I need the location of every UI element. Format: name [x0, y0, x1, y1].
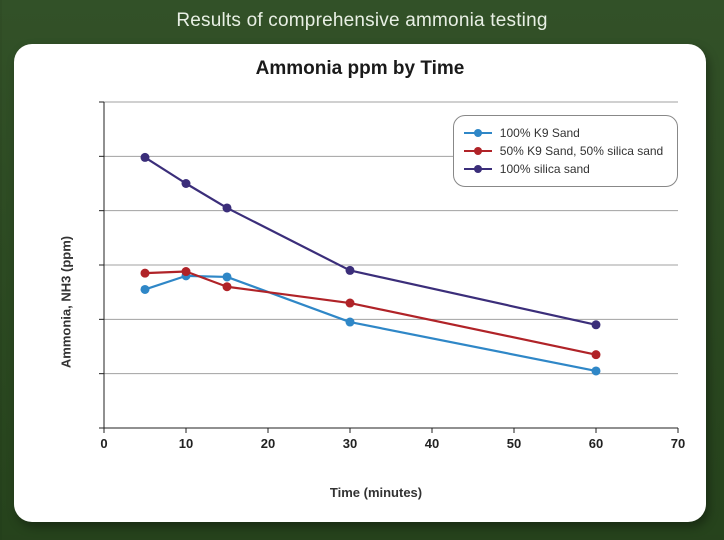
- svg-text:0: 0: [100, 436, 107, 451]
- chart-legend: 100% K9 Sand50% K9 Sand, 50% silica sand…: [453, 115, 678, 187]
- legend-label: 100% K9 Sand: [500, 124, 580, 142]
- svg-text:30: 30: [343, 436, 357, 451]
- svg-text:70: 70: [671, 436, 685, 451]
- svg-text:20: 20: [261, 436, 275, 451]
- x-axis-label: Time (minutes): [56, 485, 696, 500]
- svg-text:10: 10: [179, 436, 193, 451]
- svg-text:50: 50: [507, 436, 521, 451]
- legend-swatch: [464, 127, 492, 139]
- legend-swatch: [464, 163, 492, 175]
- svg-text:60: 60: [589, 436, 603, 451]
- chart-card: Ammonia ppm by Time Ammonia, NH3 (ppm) 0…: [14, 44, 706, 522]
- svg-text:40: 40: [425, 436, 439, 451]
- legend-swatch: [464, 145, 492, 157]
- page-caption: Results of comprehensive ammonia testing: [0, 0, 724, 32]
- legend-item: 50% K9 Sand, 50% silica sand: [464, 142, 663, 160]
- legend-label: 50% K9 Sand, 50% silica sand: [500, 142, 663, 160]
- chart-title: Ammonia ppm by Time: [14, 58, 706, 80]
- y-axis-label: Ammonia, NH3 (ppm): [59, 236, 74, 368]
- legend-item: 100% K9 Sand: [464, 124, 663, 142]
- legend-item: 100% silica sand: [464, 160, 663, 178]
- plot-area: Ammonia, NH3 (ppm) 0 10 20 30 40 50 60 70 Time …: [56, 92, 696, 512]
- legend-label: 100% silica sand: [500, 160, 590, 178]
